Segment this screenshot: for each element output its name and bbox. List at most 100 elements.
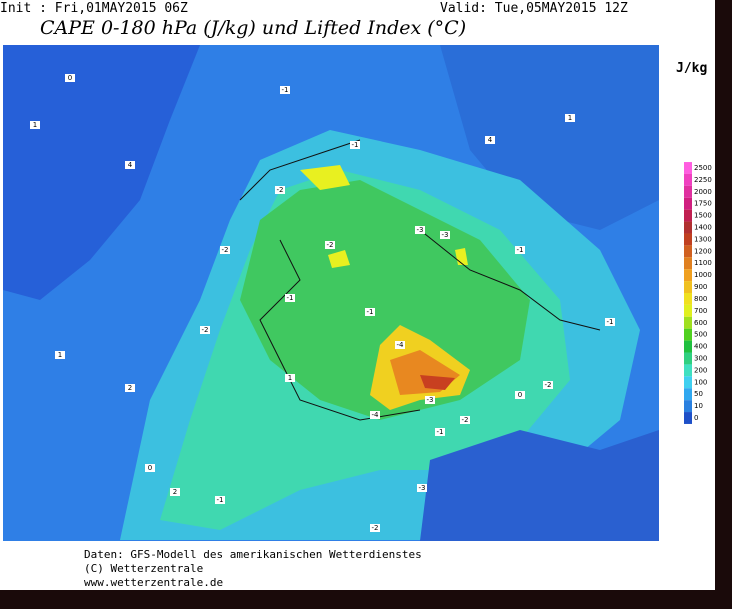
contour-label-box (170, 488, 180, 496)
unit: J/kg (676, 61, 707, 76)
colorbar-swatch (684, 304, 692, 317)
contour-label-box (370, 411, 380, 419)
bottom-band (0, 590, 732, 609)
colorbar: 2500225020001750150014001300120011001000… (684, 162, 712, 424)
colorbar-label: 0 (694, 414, 698, 422)
contour-label: -4 (397, 341, 405, 349)
contour-label-box (460, 416, 470, 424)
colorbar-label: 1750 (694, 200, 712, 208)
contour-label: -1 (517, 246, 524, 254)
contour-label: -1 (217, 496, 224, 504)
colorbar-label: 300 (694, 354, 707, 362)
contour-label-box (285, 374, 295, 382)
cape-red (420, 375, 455, 390)
contour-label: 2 (173, 488, 177, 496)
map (3, 45, 659, 541)
contour-label-box (280, 86, 290, 94)
contour-label: -1 (287, 294, 294, 302)
colorbar-label: 2000 (694, 188, 712, 196)
contour-label: -4 (372, 411, 380, 419)
contour-label: 0 (148, 464, 152, 472)
cape-yellow-1 (300, 165, 350, 190)
colorbar-label: 700 (694, 307, 707, 315)
south-dark (420, 430, 659, 541)
colorbar-label: 1400 (694, 224, 712, 232)
colorbar-label: 800 (694, 295, 707, 303)
colorbar-swatch (684, 352, 692, 365)
colorbar-label: 1500 (694, 212, 712, 220)
contour-label-box (605, 318, 615, 326)
contour-label-box (325, 241, 335, 249)
colorbar-swatch (684, 388, 692, 401)
colorbar-label: 1100 (694, 259, 712, 267)
contour-label: -2 (202, 326, 209, 334)
contour-label-box (215, 496, 225, 504)
colorbar-swatch (684, 197, 692, 210)
colorbar-swatch (684, 185, 692, 198)
borders (239, 139, 601, 421)
contour-label-box (365, 308, 375, 316)
contour-label-box (515, 391, 525, 399)
contour-label-box (65, 74, 75, 82)
colorbar-label: 1300 (694, 235, 712, 243)
contour-label: 4 (128, 161, 133, 169)
valid-text: Valid: Tue,05MAY2015 12Z (440, 1, 628, 16)
init-text: Init : Fri,01MAY2015 06Z (0, 1, 188, 16)
contour-label: -3 (442, 231, 449, 239)
colorbar-swatch (684, 221, 692, 234)
footer-copyright: (C) Wetterzentrale (84, 562, 203, 575)
cape-yellow-2 (328, 250, 350, 268)
contour-label-box (415, 226, 425, 234)
contour-label-box (435, 428, 445, 436)
footer-url: www.wetterzentrale.de (84, 576, 223, 589)
colorbar-label: 600 (694, 319, 707, 327)
contour-label: 1 (288, 374, 292, 382)
colorbar-label: 50 (694, 390, 703, 398)
contour-label: 1 (58, 351, 62, 359)
contour-label-box (543, 381, 553, 389)
colorbar-label: 200 (694, 366, 707, 374)
colorbar-label: 400 (694, 343, 707, 351)
colorbar-label: 10 (694, 402, 703, 410)
right-band (715, 0, 732, 609)
colorbar-swatch (684, 209, 692, 222)
colorbar-label: 1200 (694, 247, 712, 255)
contour-labels: 0 1 4 -1 -1 -2 -3 -2 -1 -2 -3 -1 -2 -4 -3 -4 -2 -1 -1 -2 2 1 0… (30, 74, 615, 532)
colorbar-label: 500 (694, 331, 707, 339)
contour-label-box (425, 396, 435, 404)
colorbar-label: 100 (694, 378, 707, 386)
colorbar-swatch (684, 376, 692, 389)
colorbar-swatch (684, 269, 692, 282)
contour-label-box (485, 136, 495, 144)
colorbar-label: 2500 (694, 164, 712, 172)
contour-label-box (220, 246, 230, 254)
contour-label: -3 (417, 226, 424, 234)
contour-label: -2 (372, 524, 379, 532)
contour-label-box (417, 484, 427, 492)
contour-label: -3 (427, 396, 434, 404)
contour-label-box (350, 141, 360, 149)
contour-label: -2 (277, 186, 284, 194)
contour-label: -2 (462, 416, 469, 424)
region-green (240, 180, 530, 420)
sea-dark (3, 45, 200, 300)
colorbar-swatch (684, 364, 692, 377)
footer-source: Daten: GFS-Modell des amerikanischen Wet… (84, 548, 422, 561)
contour-label-box (55, 351, 65, 359)
colorbar-swatch (684, 233, 692, 246)
contour-label: -1 (282, 86, 289, 94)
contour-label-box (515, 246, 525, 254)
colorbar-swatch (684, 293, 692, 305)
contour-label: -1 (367, 308, 374, 316)
colorbar-swatch (684, 173, 692, 186)
contour-label: 4 (488, 136, 493, 144)
colorbar-swatch (684, 257, 692, 270)
contour-label: 1 (33, 121, 37, 129)
contour-label-box (275, 186, 285, 194)
contour-label-box (370, 524, 380, 532)
contour-label-box (440, 231, 450, 239)
contour-label-box (565, 114, 575, 122)
colorbar-swatch (684, 245, 692, 258)
contour-label: -3 (419, 484, 426, 492)
